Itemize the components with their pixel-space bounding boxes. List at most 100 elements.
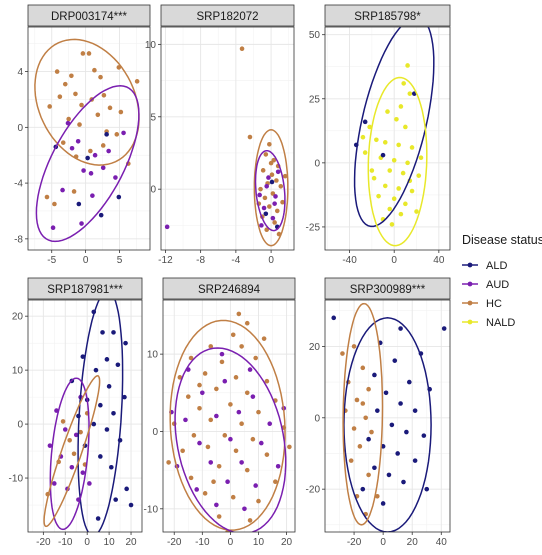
data-point-hc: [202, 371, 208, 376]
data-point-nald: [396, 186, 401, 191]
panel-3: SRP187981*** -20 -10 0 10 20 -10 0 10 20: [9, 277, 143, 548]
data-point-hc: [219, 359, 225, 365]
data-point-aud: [52, 481, 57, 486]
data-point-ald: [106, 384, 112, 389]
panel-background: [28, 300, 142, 532]
data-point-ald: [386, 472, 392, 478]
data-point-hc: [247, 134, 253, 140]
x-tick-label: 40: [436, 537, 448, 548]
data-point-hc: [261, 336, 267, 341]
data-point-nald: [400, 170, 406, 176]
y-tick-label: 0: [150, 185, 156, 196]
data-point-hc: [214, 386, 219, 392]
y-tick-label: -10: [144, 504, 159, 515]
data-point-hc: [354, 397, 360, 403]
data-point-nald: [371, 175, 377, 181]
data-point-ald: [412, 458, 418, 463]
data-point-aud: [225, 479, 230, 485]
data-point-aud: [261, 205, 267, 211]
data-point-hc: [287, 444, 292, 450]
data-point-aud: [264, 183, 269, 189]
data-point-aud: [258, 440, 264, 446]
x-tick-label: 5: [117, 255, 123, 266]
data-point-hc: [98, 74, 103, 80]
confidence-ellipse-aud: [254, 149, 286, 232]
data-point-hc: [239, 344, 244, 349]
data-point-nald: [391, 196, 397, 202]
data-point-hc: [260, 168, 266, 173]
data-point-hc: [269, 172, 275, 178]
x-tick-label: 40: [433, 255, 445, 266]
data-point-ald: [124, 486, 129, 492]
data-point-ald: [115, 362, 121, 368]
data-point-hc: [258, 186, 263, 192]
data-point-hc: [114, 132, 120, 137]
facet-strip: [324, 277, 451, 300]
data-point-nald: [416, 173, 422, 178]
y-tick-label: 5: [150, 112, 156, 123]
y-tick-label: 0: [17, 420, 23, 431]
data-point-aud: [214, 413, 219, 419]
panel-border: [162, 299, 296, 533]
data-point-hc: [166, 460, 171, 465]
data-point-aud: [228, 436, 233, 442]
data-point-hc: [262, 195, 268, 201]
panel-0: DRP003174*** -5 0 5 -8 -4 0 4: [14, 4, 151, 266]
data-point-aud: [92, 152, 98, 158]
y-tick-label: -25: [306, 222, 321, 233]
data-point-hc: [256, 409, 261, 415]
y-tick-label: 50: [309, 30, 321, 41]
y-tick-label: 20: [309, 342, 321, 353]
data-point-ald: [389, 422, 395, 428]
data-point-nald: [362, 150, 368, 155]
grid-lines: [28, 300, 142, 532]
data-point-nald: [396, 142, 401, 148]
data-point-hc: [67, 437, 72, 443]
panel-background: [325, 300, 450, 532]
x-tick-label: 10: [104, 537, 116, 548]
data-point-ald: [404, 429, 409, 435]
data-point-aud: [257, 192, 262, 198]
panel-1: SRP182072 -12 -8 -4 0 0 5 10: [145, 4, 295, 266]
data-point-ald: [104, 427, 110, 432]
facet-strip: [324, 4, 451, 27]
data-point-ald: [85, 155, 90, 161]
data-point-nald: [391, 157, 397, 163]
y-tick-label: 4: [17, 67, 23, 78]
data-layer: [164, 46, 289, 247]
x-tick-label: -20: [167, 537, 182, 548]
data-point-ald: [392, 358, 398, 363]
data-point-nald: [387, 168, 393, 173]
data-point-hc: [360, 365, 366, 371]
confidence-ellipse-hc: [253, 129, 289, 247]
x-tick-label: -10: [58, 537, 73, 548]
data-point-hc: [274, 208, 280, 214]
data-point-hc: [278, 183, 284, 189]
data-point-ald: [95, 516, 101, 521]
data-point-ald: [128, 502, 134, 508]
x-tick-label: 20: [125, 537, 137, 548]
data-point-nald: [394, 116, 399, 122]
y-tick-label: 10: [147, 350, 159, 361]
panel-background: [163, 300, 295, 532]
legend-key-point: [467, 281, 473, 287]
data-point-hc: [272, 220, 277, 225]
data-point-ald: [123, 340, 128, 346]
data-point-hc: [250, 436, 256, 442]
x-tick-label: 0: [83, 255, 89, 266]
data-point-hc: [79, 102, 84, 108]
x-tick-label: -8: [196, 255, 205, 266]
legend-key-point: [467, 262, 473, 268]
data-point-hc: [273, 479, 278, 485]
data-point-aud: [80, 470, 86, 475]
data-point-hc: [134, 79, 140, 84]
data-point-aud: [222, 378, 228, 384]
y-tick-label: -10: [9, 474, 24, 485]
data-point-hc: [208, 344, 214, 349]
data-point-ald: [269, 179, 275, 185]
data-point-ald: [441, 326, 447, 331]
x-tick-label: -20: [347, 537, 362, 548]
data-point-ald: [407, 379, 412, 385]
data-point-aud: [200, 390, 205, 396]
x-tick-label: 0: [228, 537, 234, 548]
